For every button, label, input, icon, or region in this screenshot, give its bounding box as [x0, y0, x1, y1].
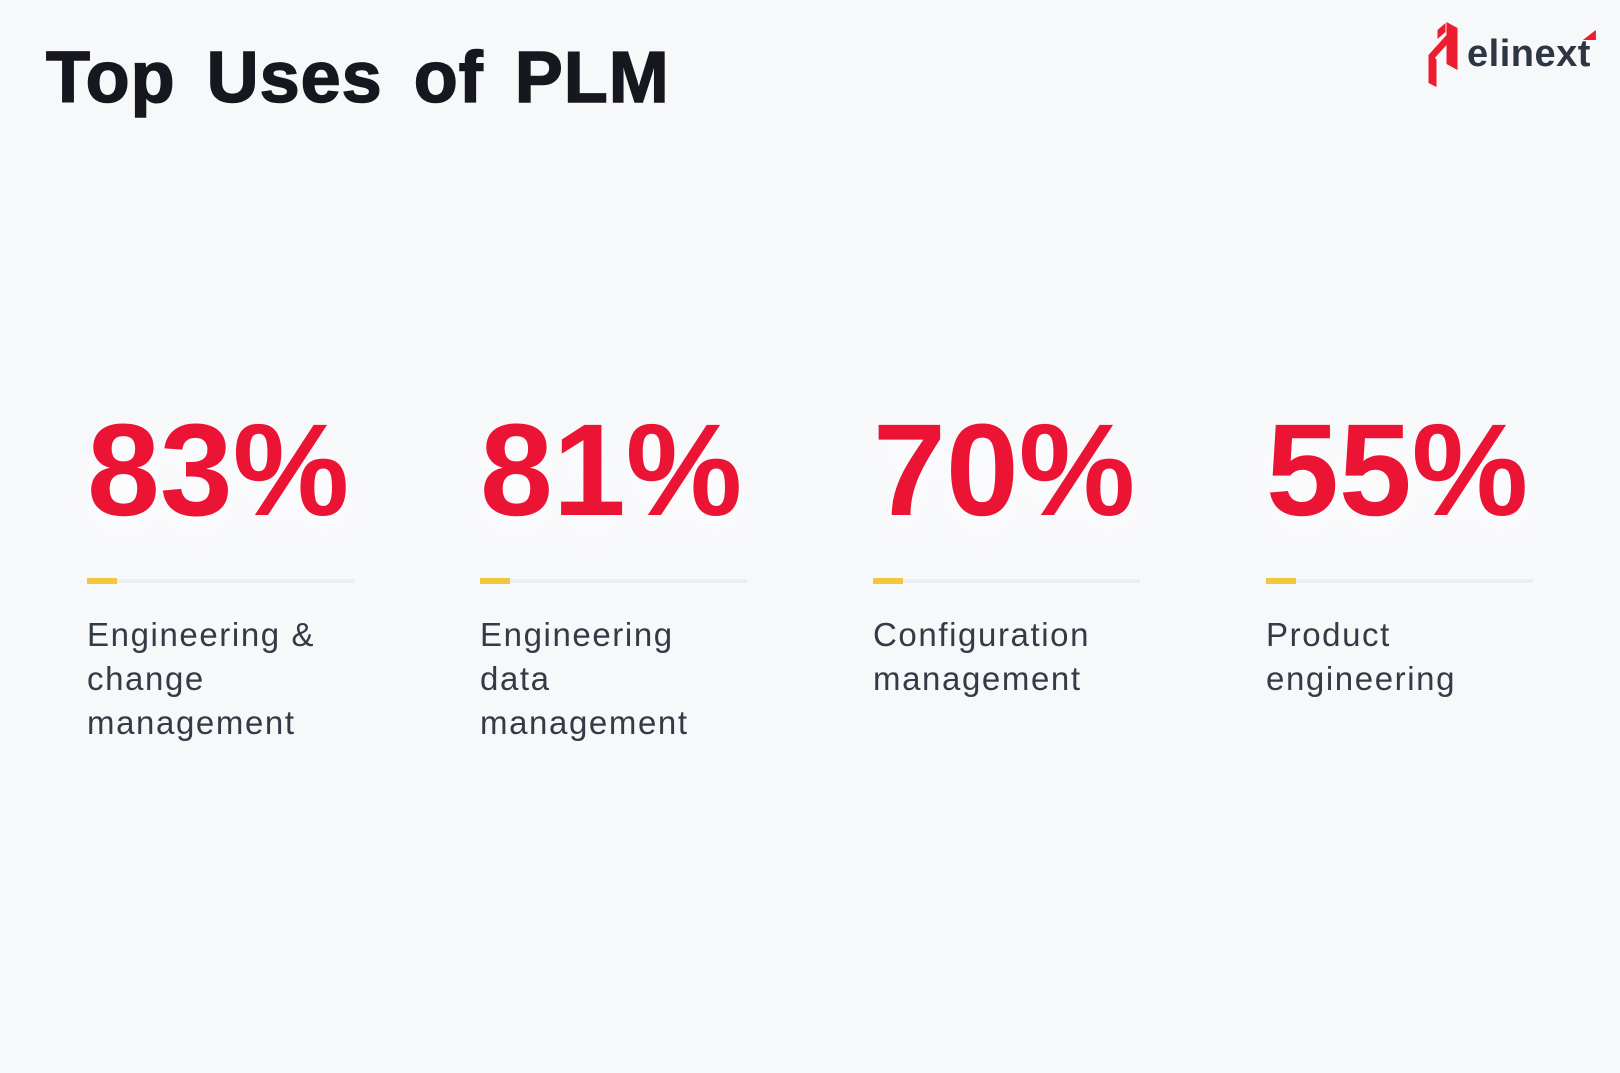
elinext-logo: elinext	[1428, 22, 1596, 87]
page-title: Top Uses of PLM	[45, 37, 670, 119]
stat-divider-accent	[873, 578, 903, 584]
logo-flag-icon	[1582, 30, 1596, 40]
elinext-logo-wordmark: elinext	[1467, 30, 1596, 76]
elinext-logo-icon	[1428, 22, 1458, 87]
stat-divider	[1266, 578, 1533, 584]
stat-value: 83%	[87, 396, 350, 543]
stats-row: 83% Engineering & change management 81% …	[87, 404, 1533, 745]
stat-divider	[873, 578, 1140, 584]
stat-divider-accent	[87, 578, 117, 584]
stat-label: Engineering & change management	[87, 616, 316, 741]
stat-card-product-engineering: 55% Product engineering	[1266, 404, 1533, 745]
stat-card-engineering-change-management: 83% Engineering & change management	[87, 404, 354, 745]
stat-value: 55%	[1266, 396, 1529, 543]
stat-value: 70%	[873, 396, 1136, 543]
stat-label: Engineering data management	[480, 616, 689, 741]
stat-divider	[480, 578, 747, 584]
stat-label: Product engineering	[1266, 616, 1457, 697]
stat-divider-accent	[480, 578, 510, 584]
stat-divider	[87, 578, 354, 584]
stat-label: Configuration management	[873, 616, 1091, 697]
stat-card-configuration-management: 70% Configuration management	[873, 404, 1140, 745]
stat-value: 81%	[480, 396, 743, 543]
stat-card-engineering-data-management: 81% Engineering data management	[480, 404, 747, 745]
stat-divider-accent	[1266, 578, 1296, 584]
logo-brand-text: elinext	[1467, 33, 1591, 75]
